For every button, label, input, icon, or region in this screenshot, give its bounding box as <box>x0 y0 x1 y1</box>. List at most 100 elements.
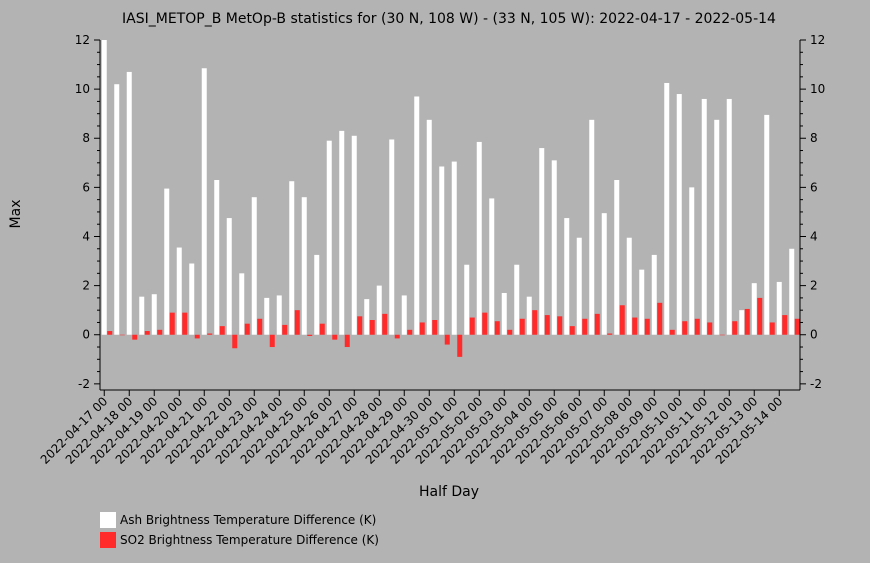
legend-item-so2: SO2 Brightness Temperature Difference (K… <box>100 532 379 548</box>
y-tick-label-right: 4 <box>810 229 818 243</box>
bar-ash <box>101 40 107 335</box>
bar-ash <box>664 82 670 335</box>
y-tick-label-left: 4 <box>82 229 90 243</box>
bar-ash <box>651 254 657 335</box>
bar-ash <box>351 135 357 335</box>
bar-ash <box>426 119 432 335</box>
bar-so2 <box>707 322 713 335</box>
bar-so2 <box>732 321 738 335</box>
bar-so2 <box>757 297 763 335</box>
bar-ash <box>376 285 382 335</box>
bar-ash <box>751 283 757 335</box>
bar-so2 <box>332 334 338 340</box>
bar-ash <box>401 295 407 335</box>
bar-ash <box>226 218 232 335</box>
bar-ash <box>676 94 682 335</box>
bar-so2 <box>682 321 688 335</box>
bar-so2 <box>144 331 150 335</box>
bar-ash <box>114 84 120 335</box>
y-tick-label-left: 0 <box>82 328 90 342</box>
bar-so2 <box>194 334 200 339</box>
bar-so2 <box>219 326 225 335</box>
bar-so2 <box>607 333 613 335</box>
y-tick-label-left: 2 <box>82 279 90 293</box>
bar-so2 <box>532 310 538 335</box>
bar-ash <box>551 160 557 335</box>
bar-ash <box>276 295 282 335</box>
bar-ash <box>464 264 470 335</box>
bar-ash <box>364 299 370 335</box>
bar-ash <box>601 213 607 335</box>
y-tick-label-left: -2 <box>78 377 90 391</box>
bar-so2 <box>582 318 588 335</box>
bar-ash <box>414 96 420 335</box>
bar-ash <box>314 254 320 335</box>
bar-so2 <box>482 312 488 335</box>
bar-so2 <box>769 322 775 335</box>
bar-ash <box>476 141 482 335</box>
bar-ash <box>564 218 570 335</box>
bar-ash <box>489 198 495 335</box>
bar-so2 <box>794 318 800 335</box>
bar-so2 <box>494 321 500 335</box>
bar-so2 <box>782 315 788 335</box>
bar-so2 <box>594 313 600 335</box>
chart-title: IASI_METOP_B MetOp-B statistics for (30 … <box>122 11 776 27</box>
bar-so2 <box>207 333 213 335</box>
bar-so2 <box>282 324 288 335</box>
x-axis-label: Half Day <box>419 484 479 500</box>
bar-ash <box>789 248 795 335</box>
y-tick-label-right: 0 <box>810 328 818 342</box>
bar-so2 <box>669 329 675 335</box>
bar-so2 <box>457 334 463 357</box>
bar-so2 <box>244 323 250 335</box>
bar-ash <box>339 130 345 335</box>
bar-ash <box>439 166 445 335</box>
legend-swatch-ash <box>100 512 116 528</box>
bar-so2 <box>269 334 275 348</box>
bar-so2 <box>394 334 400 339</box>
bar-so2 <box>469 317 475 335</box>
legend-swatch-so2 <box>100 532 116 548</box>
bar-ash <box>239 273 245 335</box>
bar-so2 <box>119 334 125 336</box>
y-tick-label-right: 8 <box>810 131 818 145</box>
bar-ash <box>326 140 332 335</box>
y-tick-label-left: 12 <box>75 33 90 47</box>
bar-ash <box>514 264 520 335</box>
bar-so2 <box>107 331 113 335</box>
bar-so2 <box>407 329 413 335</box>
bar-ash <box>776 281 782 335</box>
bar-ash <box>714 119 720 335</box>
bar-ash <box>501 292 507 335</box>
bar-ash <box>126 71 132 335</box>
bar-ash <box>689 187 695 335</box>
bar-so2 <box>719 334 725 336</box>
bar-ash <box>214 180 220 335</box>
bar-ash <box>164 188 170 335</box>
bar-so2 <box>657 302 663 335</box>
legend-label-ash: Ash Brightness Temperature Difference (K… <box>120 513 377 527</box>
y-tick-label-right: 6 <box>810 180 818 194</box>
bar-ash <box>151 294 157 335</box>
bar-so2 <box>444 334 450 345</box>
y-tick-label-right: 2 <box>810 279 818 293</box>
bar-so2 <box>744 308 750 335</box>
bar-so2 <box>294 310 300 335</box>
bar-ash <box>701 98 707 335</box>
y-tick-label-left: 10 <box>75 82 90 96</box>
y-tick-label-right: 10 <box>810 82 825 96</box>
legend: Ash Brightness Temperature Difference (K… <box>100 512 379 552</box>
bar-ash <box>301 197 307 335</box>
bar-so2 <box>519 318 525 335</box>
bar-ash <box>614 180 620 335</box>
bar-so2 <box>619 305 625 335</box>
bar-so2 <box>644 318 650 335</box>
bar-so2 <box>232 334 238 349</box>
legend-item-ash: Ash Brightness Temperature Difference (K… <box>100 512 379 528</box>
bar-ash <box>526 296 532 335</box>
bar-ash <box>389 139 395 335</box>
bar-so2 <box>557 316 563 335</box>
